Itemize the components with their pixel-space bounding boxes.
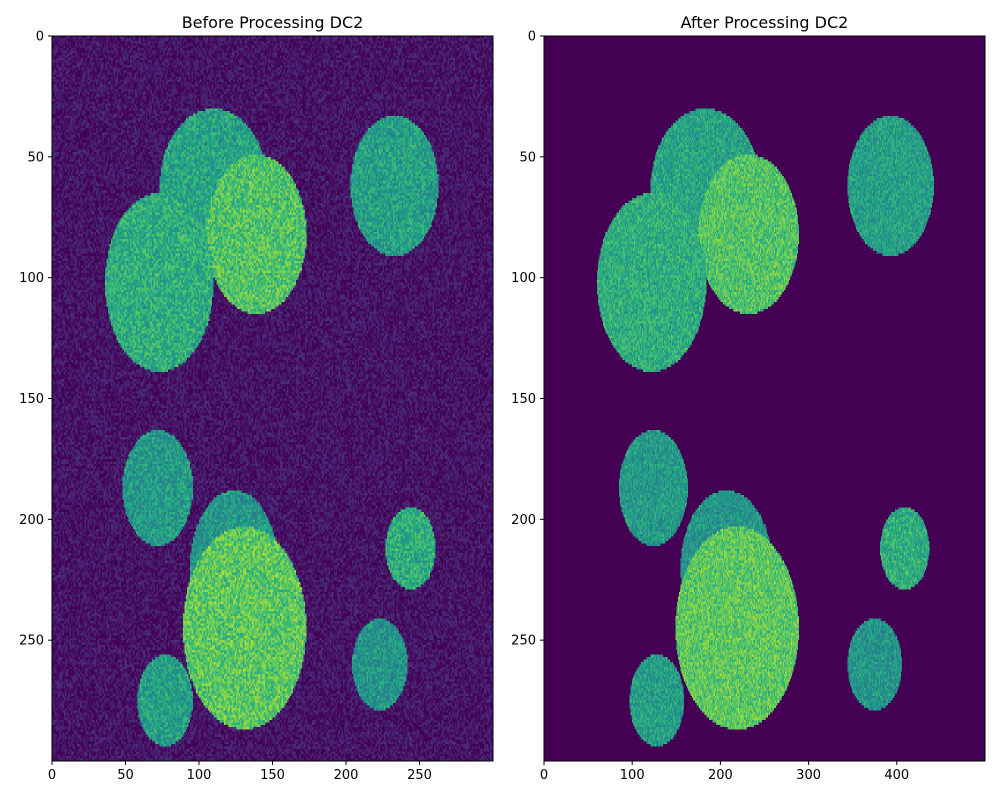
x-tick-label: 0	[48, 768, 56, 783]
y-tick-label: 200	[511, 513, 536, 528]
x-tick-label: 100	[187, 768, 212, 783]
y-tick-label: 150	[19, 392, 44, 407]
x-tick-label: 50	[117, 768, 134, 783]
y-tick-label: 150	[511, 392, 536, 407]
y-tick-label: 100	[511, 271, 536, 286]
y-tick-label: 250	[511, 634, 536, 649]
x-tick-label: 100	[620, 768, 645, 783]
image-panel-before: Before Processing DC2 0 50 100 150 200 250 0 50 1…	[19, 13, 494, 783]
heatmap-image	[52, 36, 493, 761]
y-tick-label: 0	[36, 30, 44, 45]
panel-title: After Processing DC2	[681, 13, 849, 32]
x-tick-label: 300	[796, 768, 821, 783]
x-tick-label: 150	[260, 768, 285, 783]
image-panel-after: After Processing DC2 0 100 200 300 400 0 50 100 1…	[511, 13, 986, 783]
heatmap-image	[544, 36, 985, 761]
x-tick-label: 400	[884, 768, 909, 783]
x-tick-label: 0	[540, 768, 548, 783]
panel-title: Before Processing DC2	[182, 13, 364, 32]
y-tick-label: 200	[19, 513, 44, 528]
y-tick-label: 100	[19, 271, 44, 286]
y-tick-label: 50	[27, 150, 44, 165]
x-tick-label: 250	[407, 768, 432, 783]
x-tick-label: 200	[708, 768, 733, 783]
y-tick-label: 250	[19, 634, 44, 649]
y-tick-label: 50	[519, 150, 536, 165]
x-tick-label: 200	[334, 768, 359, 783]
y-tick-label: 0	[528, 30, 536, 45]
